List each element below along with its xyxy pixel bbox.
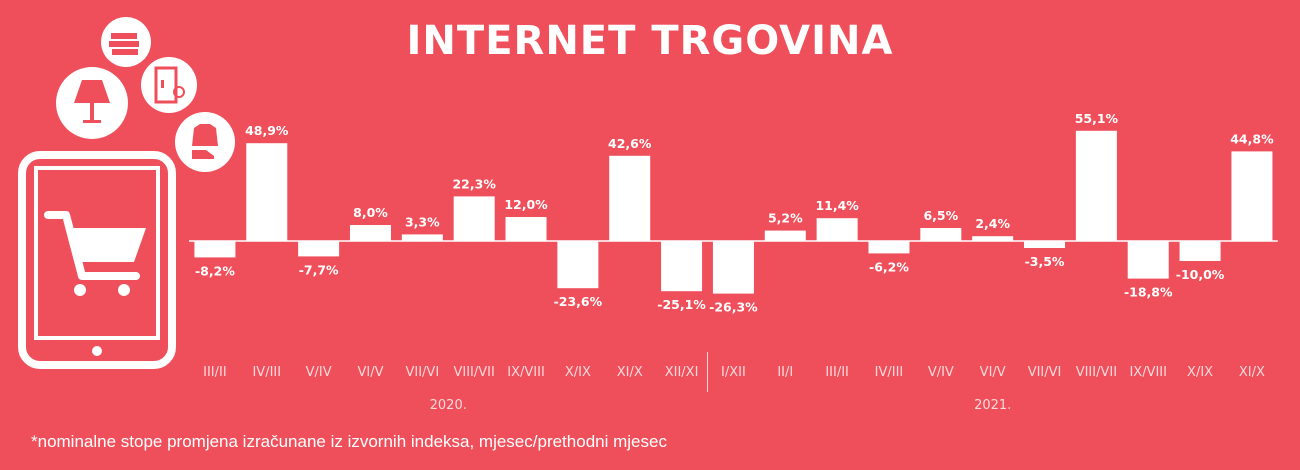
- data-label: 48,9%: [245, 123, 289, 138]
- bar: [661, 241, 703, 292]
- bar: [505, 217, 547, 241]
- category-label: VII/VI: [405, 365, 439, 380]
- category-label: III/II: [203, 365, 227, 380]
- category-label: V/IV: [928, 365, 954, 380]
- tablet-icon: [18, 151, 176, 369]
- data-label: -7,7%: [299, 262, 339, 277]
- category-label: IV/III: [875, 365, 904, 380]
- year-label: 2020.: [430, 398, 467, 413]
- bar: [1231, 151, 1273, 241]
- books-icon: [101, 17, 151, 67]
- bar: [816, 218, 858, 241]
- fridge-icon: [141, 57, 197, 113]
- data-label: 6,5%: [923, 208, 958, 223]
- data-label: 44,8%: [1230, 131, 1274, 146]
- data-label: 3,3%: [405, 214, 440, 229]
- bar: [972, 236, 1014, 241]
- bar: [1075, 130, 1117, 241]
- category-label: II/I: [777, 365, 793, 380]
- data-label: -18,8%: [1124, 285, 1173, 300]
- bar: [298, 241, 340, 257]
- bar: [349, 225, 391, 241]
- footnote: *nominalne stope promjena izračunane iz …: [31, 432, 667, 451]
- data-label: 55,1%: [1075, 111, 1119, 126]
- category-label: X/IX: [1187, 365, 1213, 380]
- bar: [868, 241, 910, 254]
- shopping-cart-icon: [44, 211, 146, 296]
- bar: [712, 241, 754, 294]
- bar: [1127, 241, 1169, 279]
- data-label: 8,0%: [353, 205, 388, 220]
- data-label: 11,4%: [815, 198, 859, 213]
- data-label: -3,5%: [1025, 254, 1065, 269]
- bar: [920, 228, 962, 241]
- data-label: 2,4%: [975, 216, 1010, 231]
- data-label: 22,3%: [452, 176, 496, 191]
- illustration: [18, 17, 235, 369]
- category-label: VI/V: [357, 365, 383, 380]
- data-label: -25,1%: [657, 297, 706, 312]
- category-label: I/XII: [721, 365, 746, 380]
- category-label: VI/V: [980, 365, 1006, 380]
- category-label: XI/X: [617, 365, 643, 380]
- bar: [764, 230, 806, 241]
- data-label: -23,6%: [554, 294, 603, 309]
- bar: [609, 155, 651, 241]
- data-label: 12,0%: [504, 197, 548, 212]
- data-label: -26,3%: [709, 300, 758, 315]
- lamp-icon: [56, 67, 128, 139]
- data-label: 5,2%: [768, 211, 803, 226]
- category-label: VIII/VII: [454, 365, 495, 380]
- category-label: VIII/VII: [1076, 365, 1117, 380]
- category-label: IX/VIII: [1129, 365, 1167, 380]
- category-label: XI/X: [1239, 365, 1265, 380]
- bar: [1179, 241, 1221, 261]
- data-label: -6,2%: [869, 259, 909, 274]
- data-label: -10,0%: [1176, 267, 1225, 282]
- year-label: 2021.: [974, 398, 1011, 413]
- category-label: III/II: [825, 365, 849, 380]
- category-label: XII/XI: [665, 365, 699, 380]
- category-label: VII/VI: [1028, 365, 1062, 380]
- data-label: -8,2%: [195, 263, 235, 278]
- category-label: IV/III: [252, 365, 281, 380]
- bar: [453, 196, 495, 241]
- bar: [194, 241, 236, 258]
- data-label: 42,6%: [608, 136, 652, 151]
- chart-title: INTERNET TRGOVINA: [406, 18, 894, 64]
- bar: [557, 241, 599, 289]
- bar: [1024, 241, 1066, 248]
- bar: [401, 234, 443, 241]
- clothes-icon: [175, 112, 235, 172]
- category-label: V/IV: [306, 365, 332, 380]
- category-label: X/IX: [565, 365, 591, 380]
- category-label: IX/VIII: [507, 365, 545, 380]
- bar: [246, 143, 288, 241]
